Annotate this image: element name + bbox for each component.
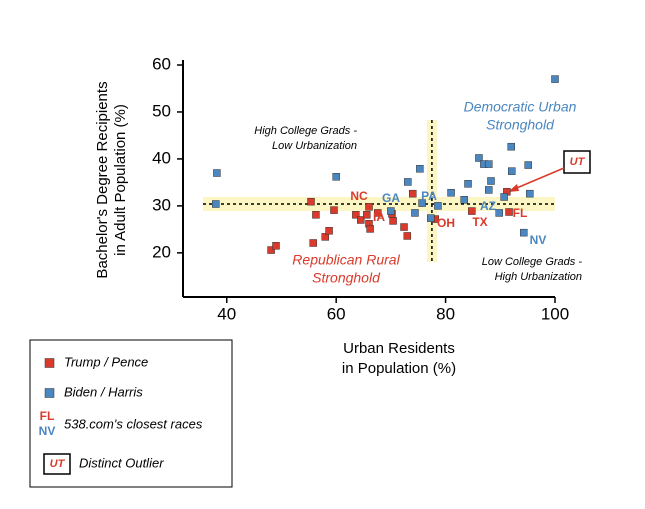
point: [485, 160, 493, 168]
x-tick-label: 100: [541, 304, 569, 323]
point: [508, 167, 516, 175]
point: [418, 199, 426, 207]
point: [416, 165, 424, 173]
legend-outlier-box: [43, 453, 71, 475]
y-tick-label: 60: [152, 54, 171, 73]
point: [460, 196, 468, 204]
point: [468, 207, 476, 215]
annotation: Republican Rural: [292, 252, 400, 268]
state-label: PA: [421, 189, 437, 203]
y-tick-label: 30: [152, 195, 171, 214]
x-tick-label: 60: [327, 304, 346, 323]
point: [312, 211, 320, 219]
point: [524, 161, 532, 169]
legend: [29, 339, 233, 488]
point: [411, 209, 419, 217]
point: [387, 207, 395, 215]
point: [212, 200, 220, 208]
point: [213, 169, 221, 177]
point: [389, 217, 397, 225]
state-label: FL: [513, 206, 528, 220]
legend-label: Distinct Outlier: [79, 455, 164, 470]
annotation: Stronghold: [312, 270, 381, 286]
state-label: GA: [382, 191, 400, 205]
x-tick-label: 80: [436, 304, 455, 323]
outlier-label: UT: [570, 156, 586, 168]
point: [500, 193, 508, 201]
annotation: Stronghold: [486, 117, 555, 133]
annotation: High College Grads -: [254, 125, 357, 137]
point: [365, 203, 373, 211]
point: [485, 186, 493, 194]
point: [321, 233, 329, 241]
point: [464, 180, 472, 188]
x-tick-label: 40: [217, 304, 236, 323]
point: [357, 216, 365, 224]
outlier-box: [563, 150, 591, 174]
legend-box: [29, 339, 233, 488]
legend-sample: UT: [50, 458, 66, 470]
legend-label: Biden / Harris: [64, 384, 143, 399]
point: [409, 189, 417, 198]
y-tick-label: 20: [152, 242, 171, 261]
y-axis-title: in Adult Population (%): [112, 104, 129, 256]
point: [403, 232, 412, 240]
annotation: Low College Grads -: [482, 256, 583, 268]
state-label: AZ: [480, 199, 496, 213]
outlier-arrowhead: [508, 184, 519, 192]
x-axis-title: Urban Residents: [343, 340, 455, 357]
point: [520, 228, 528, 237]
point: [507, 142, 515, 151]
legend-label: Trump / Pence: [64, 354, 148, 369]
point: [404, 178, 412, 186]
state-label: NV: [530, 233, 547, 247]
point: [447, 188, 455, 197]
state-label: TX: [472, 215, 487, 229]
legend-label: 538.com's closest races: [64, 416, 203, 431]
point: [374, 209, 382, 217]
point: [475, 154, 483, 162]
y-tick-label: 40: [152, 148, 171, 167]
x-axis-title: in Population (%): [342, 360, 456, 377]
point: [332, 173, 340, 181]
point: [267, 246, 275, 254]
state-label: NC: [350, 189, 368, 203]
legend-swatch: [44, 358, 55, 368]
annotation: Democratic Urban: [464, 99, 577, 115]
reference-band: [426, 120, 437, 262]
point: [487, 177, 495, 185]
state-label: OH: [437, 216, 455, 230]
point: [309, 239, 317, 247]
point: [400, 223, 408, 231]
point: [330, 206, 338, 214]
state-label: IA: [373, 210, 385, 224]
point: [526, 189, 534, 198]
point: [352, 211, 360, 219]
annotation: High Urbanization: [495, 271, 582, 283]
point: [505, 208, 513, 216]
legend-swatch: [44, 388, 55, 398]
point: [434, 202, 442, 210]
outlier-arrow: [511, 167, 565, 191]
point: [427, 214, 435, 222]
annotation: Low Urbanization: [272, 140, 357, 152]
point: [272, 242, 280, 250]
point: [307, 197, 315, 206]
point: [325, 227, 333, 235]
point: [366, 225, 374, 233]
legend-sample: NV: [39, 424, 56, 438]
point: [495, 209, 503, 217]
y-axis-title: Bachelor's Degree Recipients: [94, 81, 111, 278]
legend-sample: FL: [40, 409, 55, 423]
y-tick-label: 50: [152, 101, 171, 120]
point: [551, 75, 559, 83]
point: [363, 211, 371, 219]
